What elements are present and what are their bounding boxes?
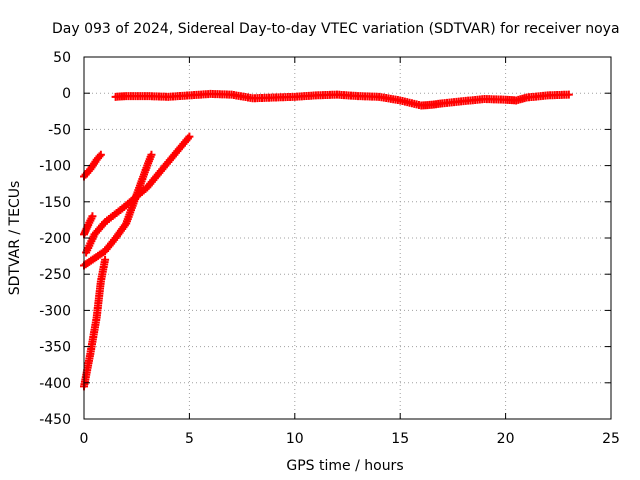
- y-tick-label: -100: [39, 159, 71, 175]
- y-axis-label: SDTVAR / TECUs: [7, 181, 23, 296]
- data-point: [96, 150, 105, 159]
- series-arc-a: [80, 150, 105, 181]
- data-point: [101, 255, 110, 264]
- x-tick-label: 10: [286, 431, 304, 447]
- x-tick-label: 5: [185, 431, 194, 447]
- plot-frame: [83, 56, 612, 420]
- chart-title: Day 093 of 2024, Sidereal Day-to-day VTE…: [52, 21, 620, 37]
- y-tick-label: -400: [39, 376, 71, 392]
- x-tick-label: 15: [391, 431, 409, 447]
- axis-ticks: 50 0 -50 -100 -150 -200 -250 -300 -350 -400 -450 0 5…: [39, 50, 620, 447]
- series-layer: [80, 89, 573, 391]
- data-point: [88, 212, 97, 221]
- x-tick-label: 0: [80, 431, 89, 447]
- grid-lines: [84, 57, 611, 419]
- y-tick-label: -250: [39, 267, 71, 283]
- series-arc-d: [80, 150, 156, 270]
- data-point: [564, 90, 573, 99]
- y-tick-label: -50: [48, 122, 71, 138]
- series-main-track: [111, 89, 573, 110]
- data-point: [185, 132, 194, 141]
- x-axis-label: GPS time / hours: [286, 458, 403, 474]
- y-tick-label: -300: [39, 303, 71, 319]
- y-tick-label: -150: [39, 195, 71, 211]
- y-tick-label: -450: [39, 412, 71, 428]
- x-tick-label: 25: [602, 431, 620, 447]
- y-tick-label: 0: [62, 86, 71, 102]
- data-point: [147, 150, 156, 159]
- y-tick-label: 50: [53, 50, 71, 66]
- y-tick-label: -350: [39, 340, 71, 356]
- y-tick-label: -200: [39, 231, 71, 247]
- x-tick-label: 20: [497, 431, 515, 447]
